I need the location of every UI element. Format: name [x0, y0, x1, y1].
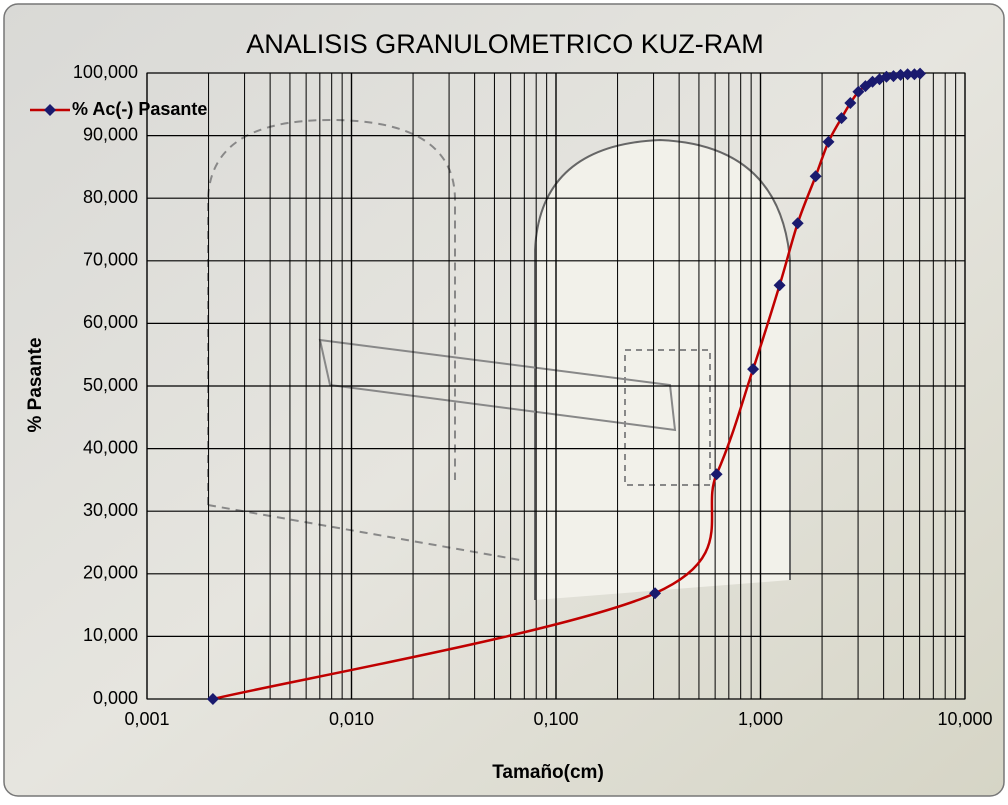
data-point: [747, 363, 760, 376]
y-tick-label: 70,000: [83, 250, 138, 270]
x-tick-label: 1,000: [738, 709, 783, 729]
x-tick-label: 0,010: [329, 709, 374, 729]
data-point: [901, 68, 914, 81]
data-point: [710, 468, 723, 481]
x-tick-label: 0,001: [124, 709, 169, 729]
background-sketch: [207, 118, 791, 600]
y-tick-label: 100,000: [73, 62, 138, 82]
data-point: [852, 85, 865, 98]
data-point: [880, 70, 893, 83]
y-tick-label: 90,000: [83, 124, 138, 144]
y-tick-label: 20,000: [83, 563, 138, 583]
y-tick-label: 50,000: [83, 375, 138, 395]
legend-marker: [44, 104, 56, 116]
x-tick-label: 10,000: [937, 709, 992, 729]
data-point: [822, 135, 835, 148]
data-point: [773, 279, 786, 292]
grid: [146, 72, 966, 700]
data-point: [914, 67, 927, 80]
chart-title: ANALISIS GRANULOMETRICO KUZ-RAM: [246, 29, 764, 59]
y-tick-label: 80,000: [83, 187, 138, 207]
y-tick-label: 30,000: [83, 500, 138, 520]
data-point: [809, 170, 822, 183]
chart-frame: [3, 3, 1005, 797]
plot: [206, 67, 927, 705]
x-tick-label: 0,100: [533, 709, 578, 729]
x-axis-title: Tamaño(cm): [492, 762, 604, 783]
y-tick-label: 0,000: [93, 688, 138, 708]
data-point: [791, 217, 804, 230]
data-point: [844, 97, 857, 110]
data-point: [649, 587, 662, 600]
y-tick-label: 40,000: [83, 437, 138, 457]
legend-label: % Ac(-) Pasante: [72, 99, 207, 119]
data-point: [835, 112, 848, 125]
y-tick-label: 60,000: [83, 312, 138, 332]
data-point: [206, 693, 219, 705]
y-axis-title: % Pasante: [25, 337, 46, 432]
y-tick-label: 10,000: [83, 625, 138, 645]
data-point: [894, 68, 907, 81]
